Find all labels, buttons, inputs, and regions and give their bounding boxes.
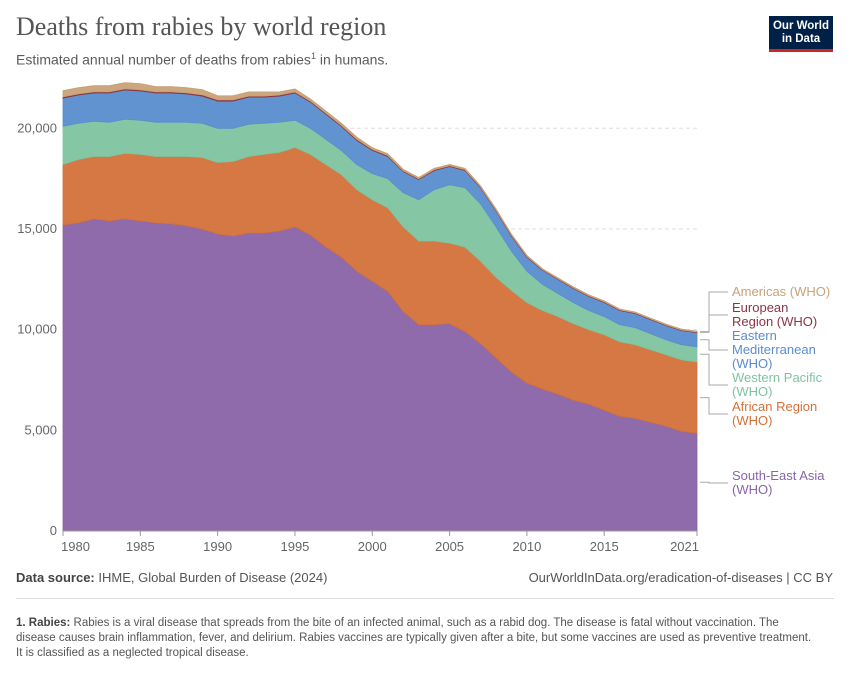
data-source-label: Data source: [16, 570, 95, 585]
footnote-ref[interactable]: 1 [310, 51, 316, 61]
x-tick-label: 2005 [435, 539, 464, 554]
legend: South-East Asia(WHO)African Region(WHO)W… [700, 284, 830, 497]
legend-connector [700, 291, 728, 333]
legend-label: (WHO) [732, 356, 772, 371]
area-edge-am [62, 82, 698, 332]
subtitle-text: Estimated annual number of deaths from r… [16, 51, 311, 68]
footnote: 1. Rabies: Rabies is a viral disease tha… [16, 616, 816, 661]
x-axis: 1980 1985 1990 1995 2000 2005 2010 2015 2021 [61, 530, 699, 554]
legend-label: Region (WHO) [732, 314, 817, 329]
x-tick-label: 1980 [61, 539, 90, 554]
footnote-text: Rabies is a viral disease that spreads f… [16, 617, 812, 659]
y-tick-label: 0 [50, 523, 57, 538]
x-tick-label: 2015 [590, 539, 619, 554]
y-axis: 0 5,000 10,000 15,000 20,000 [17, 120, 57, 538]
x-tick-label: 1995 [280, 539, 309, 554]
chart-title: Deaths from rabies by world region [16, 12, 387, 41]
legend-connector [700, 481, 728, 484]
site-link[interactable]: OurWorldInData.org/eradication-of-diseas… [528, 570, 833, 585]
data-source-value[interactable]: IHME, Global Burden of Disease (2024) [94, 570, 328, 585]
stacked-area-chart: 0 5,000 10,000 15,000 20,000 1980 1985 1990 199… [17, 82, 830, 554]
owid-logo[interactable]: Our World in Data [769, 16, 833, 52]
legend-label: (WHO) [732, 413, 772, 428]
x-tick-label: 2010 [512, 539, 541, 554]
legend-item-am[interactable]: Americas (WHO) [700, 284, 830, 333]
legend-connector [700, 397, 728, 415]
legend-connector [700, 339, 728, 351]
subtitle-tail: in humans. [315, 51, 389, 68]
footnote-label: 1. Rabies: [16, 617, 71, 629]
legend-connector [700, 314, 728, 333]
legend-label: African Region [732, 399, 817, 414]
legend-label: Americas (WHO) [732, 284, 830, 299]
x-tick-label: 1985 [126, 539, 155, 554]
legend-item-afr[interactable]: African Region(WHO) [700, 397, 817, 428]
x-tick-label: 1990 [203, 539, 232, 554]
data-source: Data source: IHME, Global Burden of Dise… [16, 570, 327, 585]
chart-subtitle: Estimated annual number of deaths from r… [16, 51, 388, 68]
y-tick-label: 5,000 [24, 422, 57, 437]
x-tick-label: 2021 [670, 539, 699, 554]
legend-label: Mediterranean [732, 342, 816, 357]
logo-line-2: in Data [781, 33, 821, 45]
footer-divider [16, 598, 834, 599]
y-tick-label: 10,000 [17, 322, 57, 337]
x-tick-label: 2000 [358, 539, 387, 554]
y-tick-label: 15,000 [17, 221, 57, 236]
y-tick-label: 20,000 [17, 120, 57, 135]
legend-label: South-East Asia [732, 468, 825, 483]
legend-label: Western Pacific [732, 370, 823, 385]
legend-label: (WHO) [732, 384, 772, 399]
logo-line-1: Our World [772, 20, 829, 32]
legend-item-wp[interactable]: Western Pacific(WHO) [700, 353, 823, 399]
area-series [62, 82, 698, 532]
legend-connector [700, 353, 728, 386]
legend-item-sea[interactable]: South-East Asia(WHO) [700, 468, 825, 497]
legend-label: European [732, 300, 788, 315]
legend-label: Eastern [732, 328, 777, 343]
legend-label: (WHO) [732, 482, 772, 497]
